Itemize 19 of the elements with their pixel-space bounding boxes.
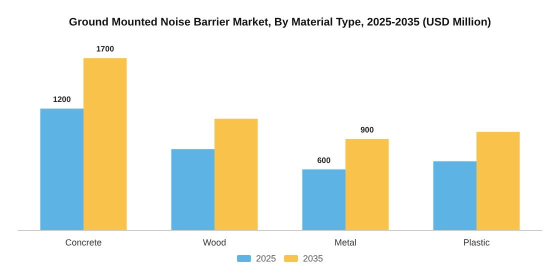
data-label: 1200 xyxy=(52,95,72,104)
bar xyxy=(476,132,520,230)
bar xyxy=(346,139,389,230)
bar xyxy=(171,149,214,230)
chart-title: Ground Mounted Noise Barrier Market, By Material Type, 2025-2035 (USD Million) xyxy=(68,16,492,28)
legend-label: 2035 xyxy=(303,254,324,264)
data-label: 900 xyxy=(360,126,374,134)
x-tick-label: Concrete xyxy=(65,238,102,248)
legend-label: 2025 xyxy=(256,254,276,264)
bar xyxy=(84,58,127,230)
bar xyxy=(214,118,258,230)
x-tick-label: Metal xyxy=(334,238,357,248)
x-tick-label: Plastic xyxy=(463,238,490,248)
data-label: 1700 xyxy=(96,44,115,54)
bar xyxy=(433,161,476,230)
data-label: 600 xyxy=(317,156,332,165)
bar xyxy=(302,169,346,230)
x-tick-label: Wood xyxy=(202,238,226,248)
bar xyxy=(40,108,84,230)
